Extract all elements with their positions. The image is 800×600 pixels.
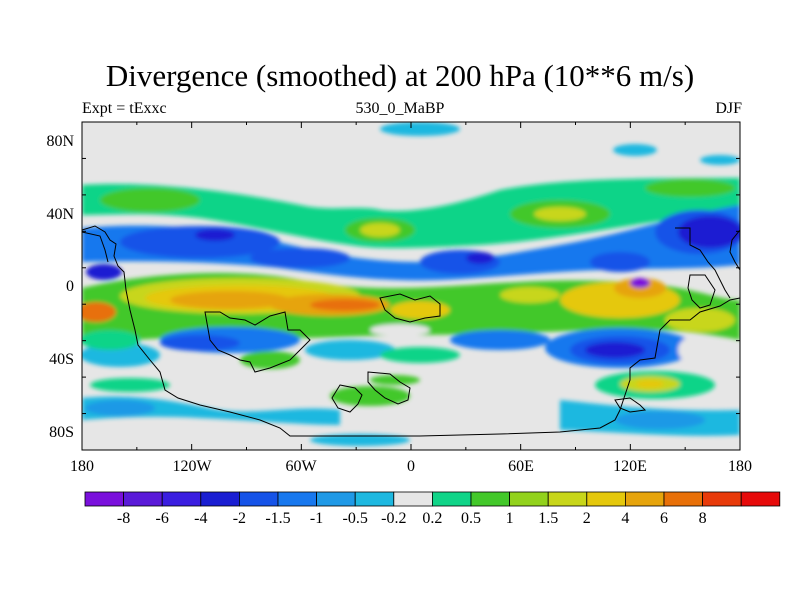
colorbar-label: -6	[155, 510, 169, 527]
colorbar-label: 0.5	[461, 510, 481, 527]
colorbar-label: 6	[660, 510, 668, 527]
lat-label-80s: 80S	[49, 424, 74, 441]
plot-title: Divergence (smoothed) at 200 hPa (10**6 …	[105, 58, 695, 93]
colorbar-box	[277, 491, 317, 507]
season-label: DJF	[715, 100, 742, 117]
colorbar-label: -8	[116, 510, 131, 527]
colorbar-label: -0.5	[342, 510, 368, 527]
colorbar-box	[161, 491, 202, 507]
colorbar-box	[547, 491, 588, 507]
colorbar-box	[431, 491, 472, 507]
colorbar-box	[509, 491, 549, 507]
colorbar-box	[470, 491, 510, 507]
colorbar-box	[123, 491, 163, 507]
colorbar-label: 2	[582, 510, 591, 527]
colorbar-label: 0.2	[422, 510, 443, 527]
lon-label-120w: 120W	[172, 458, 212, 475]
colorbar-box	[702, 491, 742, 507]
colorbar-label: 1.5	[538, 510, 559, 527]
lat-label-40s: 40S	[49, 351, 74, 368]
colorbar-box	[200, 491, 240, 507]
colorbar-box	[586, 491, 626, 507]
colorbar-box	[393, 491, 433, 507]
colorbar-label: -0.2	[381, 510, 407, 527]
colorbar-label: -1	[309, 510, 324, 527]
lat-label-80n: 80N	[46, 133, 74, 150]
lat-label-40n: 40N	[46, 206, 74, 223]
colorbar-box	[84, 491, 124, 507]
colorbar-box	[238, 491, 279, 507]
experiment-label: Expt = tExxc	[82, 100, 167, 117]
contour-fill-regions	[82, 122, 740, 446]
coastline-outlines	[82, 225, 740, 437]
lon-label-120e: 120E	[613, 458, 647, 475]
lon-label-60w: 60W	[285, 458, 317, 475]
colorbar-box	[625, 491, 665, 507]
lon-label-180e: 180	[728, 458, 752, 475]
colorbar-box	[354, 491, 395, 507]
lat-label-0: 0	[66, 278, 74, 295]
lon-label-0: 0	[407, 458, 415, 475]
lon-label-180w: 180	[70, 458, 94, 475]
axis-ticks	[81, 121, 741, 451]
colorbar-box	[663, 491, 703, 507]
colorbar-boxes	[84, 491, 781, 507]
map-field	[82, 122, 740, 450]
colorbar-box	[316, 491, 356, 507]
colorbar-box	[740, 491, 781, 507]
colorbar-label: 1	[505, 510, 514, 527]
colorbar-label: 8	[698, 510, 707, 527]
colorbar-label: 4	[621, 510, 630, 527]
colorbar-label: -1.5	[265, 510, 291, 527]
lon-label-60e: 60E	[508, 458, 534, 475]
colorbar-label: -2	[232, 510, 247, 527]
colorbar-label: -4	[194, 510, 208, 527]
experiment-id: 530_0_MaBP	[355, 100, 445, 117]
